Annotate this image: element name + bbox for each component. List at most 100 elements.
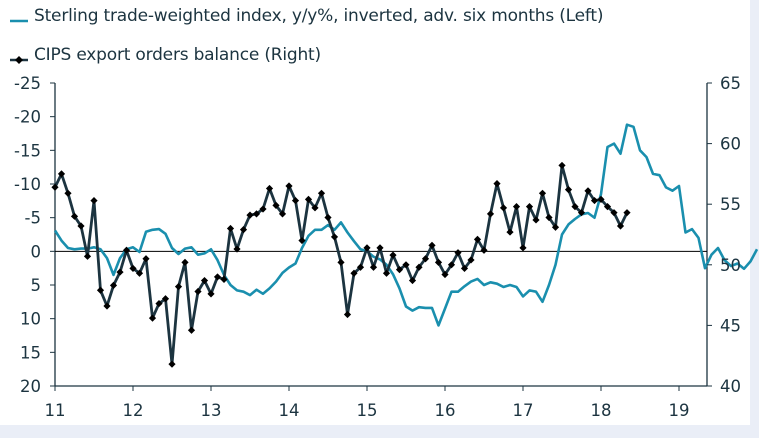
- x-tick-label: 15: [357, 401, 378, 420]
- cips-data-point: [129, 264, 137, 273]
- cips-data-point: [265, 184, 274, 193]
- cips-data-point: [415, 263, 423, 271]
- cips-data-point: [408, 276, 417, 285]
- cips-data-point: [304, 195, 313, 203]
- legend-line-swatch-icon: [10, 11, 28, 23]
- cips-data-point: [207, 290, 215, 298]
- cips-data-point: [142, 255, 150, 263]
- cips-data-point: [122, 246, 131, 254]
- cips-data-point: [616, 222, 625, 230]
- left-tick-label: 20: [20, 377, 41, 396]
- cips-data-point: [389, 251, 397, 259]
- cips-data-point: [363, 244, 371, 252]
- sterling-series-line: [53, 123, 759, 327]
- cips-data-point: [96, 286, 105, 294]
- cips-data-point: [246, 211, 254, 219]
- cips-data-point: [220, 275, 228, 283]
- legend-label-cips: CIPS export orders balance (Right): [34, 45, 321, 65]
- cips-data-point: [194, 287, 202, 296]
- cips-data-point: [610, 209, 618, 217]
- cips-data-point: [571, 203, 579, 211]
- cips-data-point: [83, 252, 92, 260]
- cips-data-point: [467, 256, 475, 264]
- cips-data-point: [298, 236, 306, 245]
- x-tick-label: 13: [201, 401, 222, 420]
- x-tick-label: 16: [435, 401, 456, 420]
- left-tick-label: -25: [14, 74, 41, 93]
- cips-data-point: [337, 258, 345, 266]
- left-tick-label: -5: [25, 209, 41, 228]
- cips-data-point: [70, 212, 79, 220]
- cips-data-point: [285, 182, 293, 190]
- cips-data-point: [512, 203, 521, 211]
- cips-data-point: [506, 228, 514, 236]
- cips-data-point: [213, 273, 222, 281]
- right-tick-label: 65: [720, 74, 741, 93]
- cips-data-point: [564, 186, 573, 194]
- legend-diamond-line-swatch-icon: [10, 50, 28, 64]
- cips-data-point: [330, 233, 339, 241]
- left-tick-label: 5: [31, 276, 42, 295]
- cips-data-point: [259, 205, 267, 213]
- cips-data-point: [90, 196, 98, 205]
- cips-data-point: [317, 189, 326, 197]
- legend-item-cips: CIPS export orders balance (Right): [10, 45, 321, 65]
- cips-data-point: [252, 210, 261, 218]
- cips-data-point: [454, 249, 462, 257]
- cips-data-point: [486, 210, 495, 218]
- cips-data-point: [584, 187, 592, 195]
- cips-data-point: [239, 226, 248, 234]
- cips-data-point: [57, 170, 66, 178]
- cips-data-point: [447, 261, 456, 269]
- right-tick-label: 50: [720, 256, 741, 275]
- legend-label-sterling: Sterling trade-weighted index, y/y%, inv…: [34, 6, 604, 26]
- cips-data-point: [597, 195, 605, 203]
- left-tick-label: -10: [14, 175, 41, 194]
- cips-data-point: [135, 269, 144, 277]
- cips-data-point: [51, 183, 59, 191]
- cips-data-point: [480, 246, 488, 254]
- cips-data-point: [187, 326, 196, 334]
- cips-data-point: [168, 360, 176, 368]
- cips-data-point: [369, 263, 378, 271]
- left-tick-label: 0: [31, 242, 42, 261]
- cips-data-point: [200, 276, 209, 285]
- left-tick-label: -15: [14, 141, 41, 160]
- cips-data-point: [77, 222, 85, 230]
- cips-data-point: [148, 314, 157, 322]
- legend-item-sterling: Sterling trade-weighted index, y/y%, inv…: [10, 6, 603, 26]
- cips-data-point: [441, 270, 449, 279]
- cips-data-point: [155, 299, 163, 308]
- cips-data-point: [499, 204, 508, 212]
- cips-data-point: [272, 201, 280, 210]
- cips-data-point: [291, 196, 300, 205]
- cips-data-point: [577, 209, 586, 217]
- left-tick-label: 15: [20, 343, 41, 362]
- x-tick-label: 19: [669, 401, 690, 420]
- x-tick-label: 11: [45, 401, 66, 420]
- cips-data-point: [538, 189, 547, 197]
- cips-data-point: [103, 302, 111, 310]
- cips-data-point: [493, 179, 501, 188]
- cips-data-point: [109, 281, 118, 290]
- cips-data-point: [402, 261, 410, 269]
- cips-data-point: [551, 223, 560, 231]
- cips-data-point: [233, 245, 241, 253]
- x-tick-label: 12: [123, 401, 144, 420]
- cips-data-point: [376, 244, 384, 252]
- cips-data-point: [382, 269, 391, 277]
- cips-data-point: [181, 258, 189, 266]
- cips-data-point: [623, 209, 631, 217]
- cips-data-point: [421, 255, 430, 263]
- x-tick-label: 17: [513, 401, 534, 420]
- cips-data-point: [428, 241, 436, 250]
- x-tick-label: 14: [279, 401, 300, 420]
- left-tick-label: -20: [14, 108, 41, 127]
- cips-data-point: [590, 196, 599, 205]
- cips-data-point: [161, 295, 170, 303]
- cips-data-point: [356, 263, 365, 271]
- x-tick-label: 18: [591, 401, 612, 420]
- cips-data-point: [434, 258, 443, 266]
- cips-data-point: [545, 213, 553, 222]
